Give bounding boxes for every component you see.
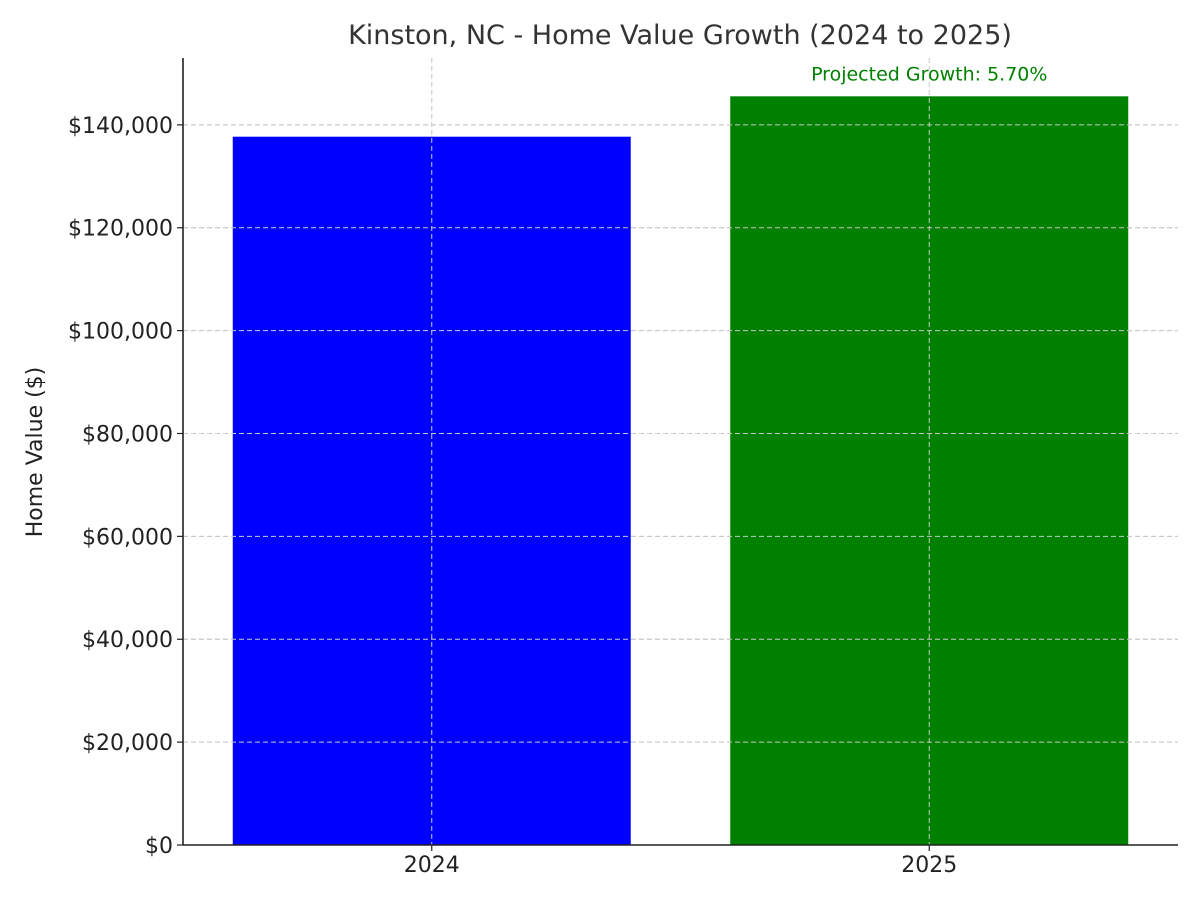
vertical-grid [183, 58, 1178, 845]
y-tick-label: $40,000 [82, 628, 173, 653]
y-tick-label: $80,000 [82, 422, 173, 447]
y-tick-label: $100,000 [68, 320, 173, 345]
y-tick-label: $140,000 [68, 114, 173, 139]
x-tick-label: 2024 [404, 853, 460, 878]
axes [182, 58, 1178, 846]
x-tick-label: 2025 [901, 853, 957, 878]
y-tick-label: $60,000 [82, 525, 173, 550]
y-tick-label: $20,000 [82, 731, 173, 756]
y-axis-label: Home Value ($) [23, 367, 48, 538]
projected-growth-annotation: Projected Growth: 5.70% [811, 63, 1047, 85]
ticks: $0 $20,000 $40,000 $60,000 $80,000 $100,000 $1… [68, 114, 957, 878]
y-tick-label: $120,000 [68, 217, 173, 242]
chart-title: Kinston, NC - Home Value Growth (2024 to… [348, 20, 1012, 51]
y-tick-label: $0 [145, 834, 173, 859]
bars [232, 96, 1129, 846]
